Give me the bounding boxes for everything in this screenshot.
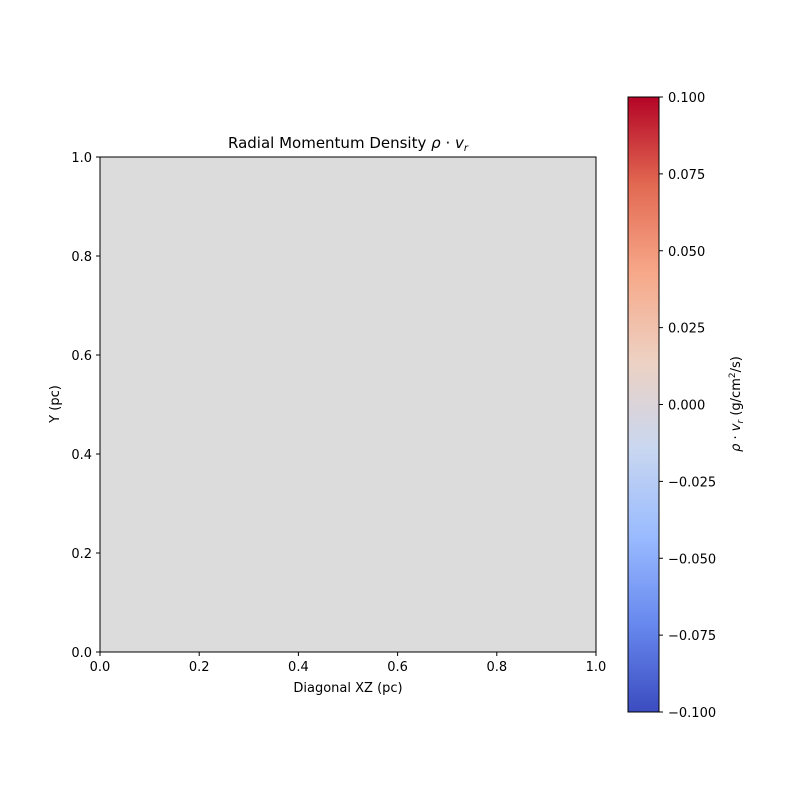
colorbar-tick-label: −0.025 (668, 475, 716, 490)
colorbar-tick-label: 0.100 (668, 91, 705, 106)
x-tick-label: 1.0 (586, 660, 607, 675)
colorbar-tick-label: −0.100 (668, 706, 716, 721)
x-tick-label: 0.6 (387, 660, 408, 675)
y-tick-label: 0.4 (71, 448, 92, 463)
colorbar-tick-label: 0.000 (668, 399, 705, 414)
colorbar-tick-label: 0.025 (668, 322, 705, 337)
colorbar (627, 96, 660, 713)
y-tick-label: 0.2 (71, 547, 92, 562)
plot-frame (99, 156, 597, 653)
colorbar-tick-label: −0.075 (668, 629, 716, 644)
x-axis-label: Diagonal XZ (pc) (293, 681, 402, 696)
x-tick-label: 0.4 (288, 660, 309, 675)
y-tick-label: 1.0 (71, 151, 92, 166)
x-tick-label: 0.2 (189, 660, 210, 675)
colorbar-ticks: −0.100 −0.075 −0.050 −0.025 0.000 0.025 0.050 0… (659, 91, 716, 721)
x-axis-ticks: 0.0 0.2 0.4 0.6 0.8 1.0 (90, 652, 607, 675)
chart-title: Radial Momentum Density ρ · vr (228, 134, 469, 154)
colorbar-label: ρ · vr (g/cm2/s) (728, 356, 746, 452)
x-tick-label: 0.0 (90, 660, 111, 675)
y-axis-label: Y (pc) (48, 385, 63, 424)
colorbar-tick-label: 0.075 (668, 168, 705, 183)
colorbar-tick-label: 0.050 (668, 245, 705, 260)
y-tick-label: 0.6 (71, 349, 92, 364)
x-tick-label: 0.8 (486, 660, 507, 675)
heatmap-cell (100, 157, 596, 652)
y-tick-label: 0.8 (71, 250, 92, 265)
y-tick-label: 0.0 (71, 646, 92, 661)
y-axis-ticks: 0.0 0.2 0.4 0.6 0.8 1.0 (71, 151, 100, 661)
colorbar-tick-label: −0.050 (668, 552, 716, 567)
